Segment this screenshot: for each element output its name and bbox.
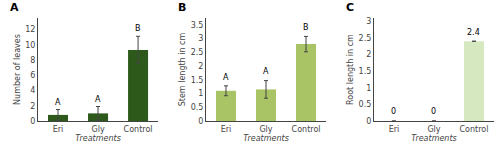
- svg-text:B: B: [303, 23, 309, 32]
- svg-text:0.5: 0.5: [359, 100, 372, 109]
- svg-text:4: 4: [30, 86, 35, 95]
- svg-text:1.5: 1.5: [191, 76, 204, 85]
- svg-text:0: 0: [391, 107, 396, 116]
- svg-text:Treatments: Treatments: [243, 134, 289, 143]
- svg-text:3: 3: [198, 34, 203, 43]
- svg-text:2: 2: [366, 50, 371, 59]
- svg-text:Treatments: Treatments: [411, 134, 457, 143]
- svg-text:3: 3: [366, 17, 371, 26]
- svg-text:0: 0: [30, 117, 35, 126]
- svg-text:1: 1: [366, 84, 371, 93]
- svg-text:0.5: 0.5: [191, 103, 204, 112]
- svg-text:2.4: 2.4: [467, 28, 480, 37]
- svg-text:8: 8: [30, 56, 35, 65]
- svg-text:Gly: Gly: [91, 125, 104, 134]
- svg-text:Number of leaves: Number of leaves: [13, 34, 22, 105]
- svg-text:1: 1: [198, 89, 203, 98]
- svg-text:Eri: Eri: [221, 125, 232, 134]
- svg-text:Eri: Eri: [389, 125, 400, 134]
- svg-text:1.5: 1.5: [359, 67, 372, 76]
- svg-text:A: A: [223, 73, 229, 82]
- svg-text:Root length in cm: Root length in cm: [346, 34, 355, 105]
- svg-text:B: B: [178, 1, 186, 14]
- svg-text:0: 0: [431, 107, 436, 116]
- svg-text:6: 6: [30, 71, 35, 80]
- svg-text:2.5: 2.5: [191, 48, 204, 57]
- svg-text:Treatments: Treatments: [75, 134, 121, 143]
- svg-text:3.5: 3.5: [191, 21, 204, 30]
- svg-text:A: A: [10, 1, 19, 14]
- svg-text:A: A: [263, 67, 269, 76]
- svg-text:Control: Control: [460, 125, 489, 134]
- svg-text:A: A: [95, 95, 101, 104]
- svg-text:C: C: [346, 1, 354, 14]
- svg-text:A: A: [55, 98, 61, 107]
- svg-text:Control: Control: [124, 125, 153, 134]
- svg-text:10: 10: [25, 41, 35, 50]
- svg-text:2.5: 2.5: [359, 34, 372, 43]
- svg-text:B: B: [135, 24, 141, 33]
- svg-text:Control: Control: [292, 125, 321, 134]
- svg-text:2: 2: [30, 102, 35, 111]
- svg-text:2: 2: [198, 62, 203, 71]
- svg-text:0: 0: [366, 117, 371, 126]
- svg-text:12: 12: [25, 25, 35, 34]
- svg-text:0: 0: [198, 117, 203, 126]
- svg-text:Stem length in cm: Stem length in cm: [178, 33, 187, 107]
- svg-text:Gly: Gly: [259, 125, 272, 134]
- svg-text:Eri: Eri: [53, 125, 64, 134]
- svg-text:Gly: Gly: [427, 125, 440, 134]
